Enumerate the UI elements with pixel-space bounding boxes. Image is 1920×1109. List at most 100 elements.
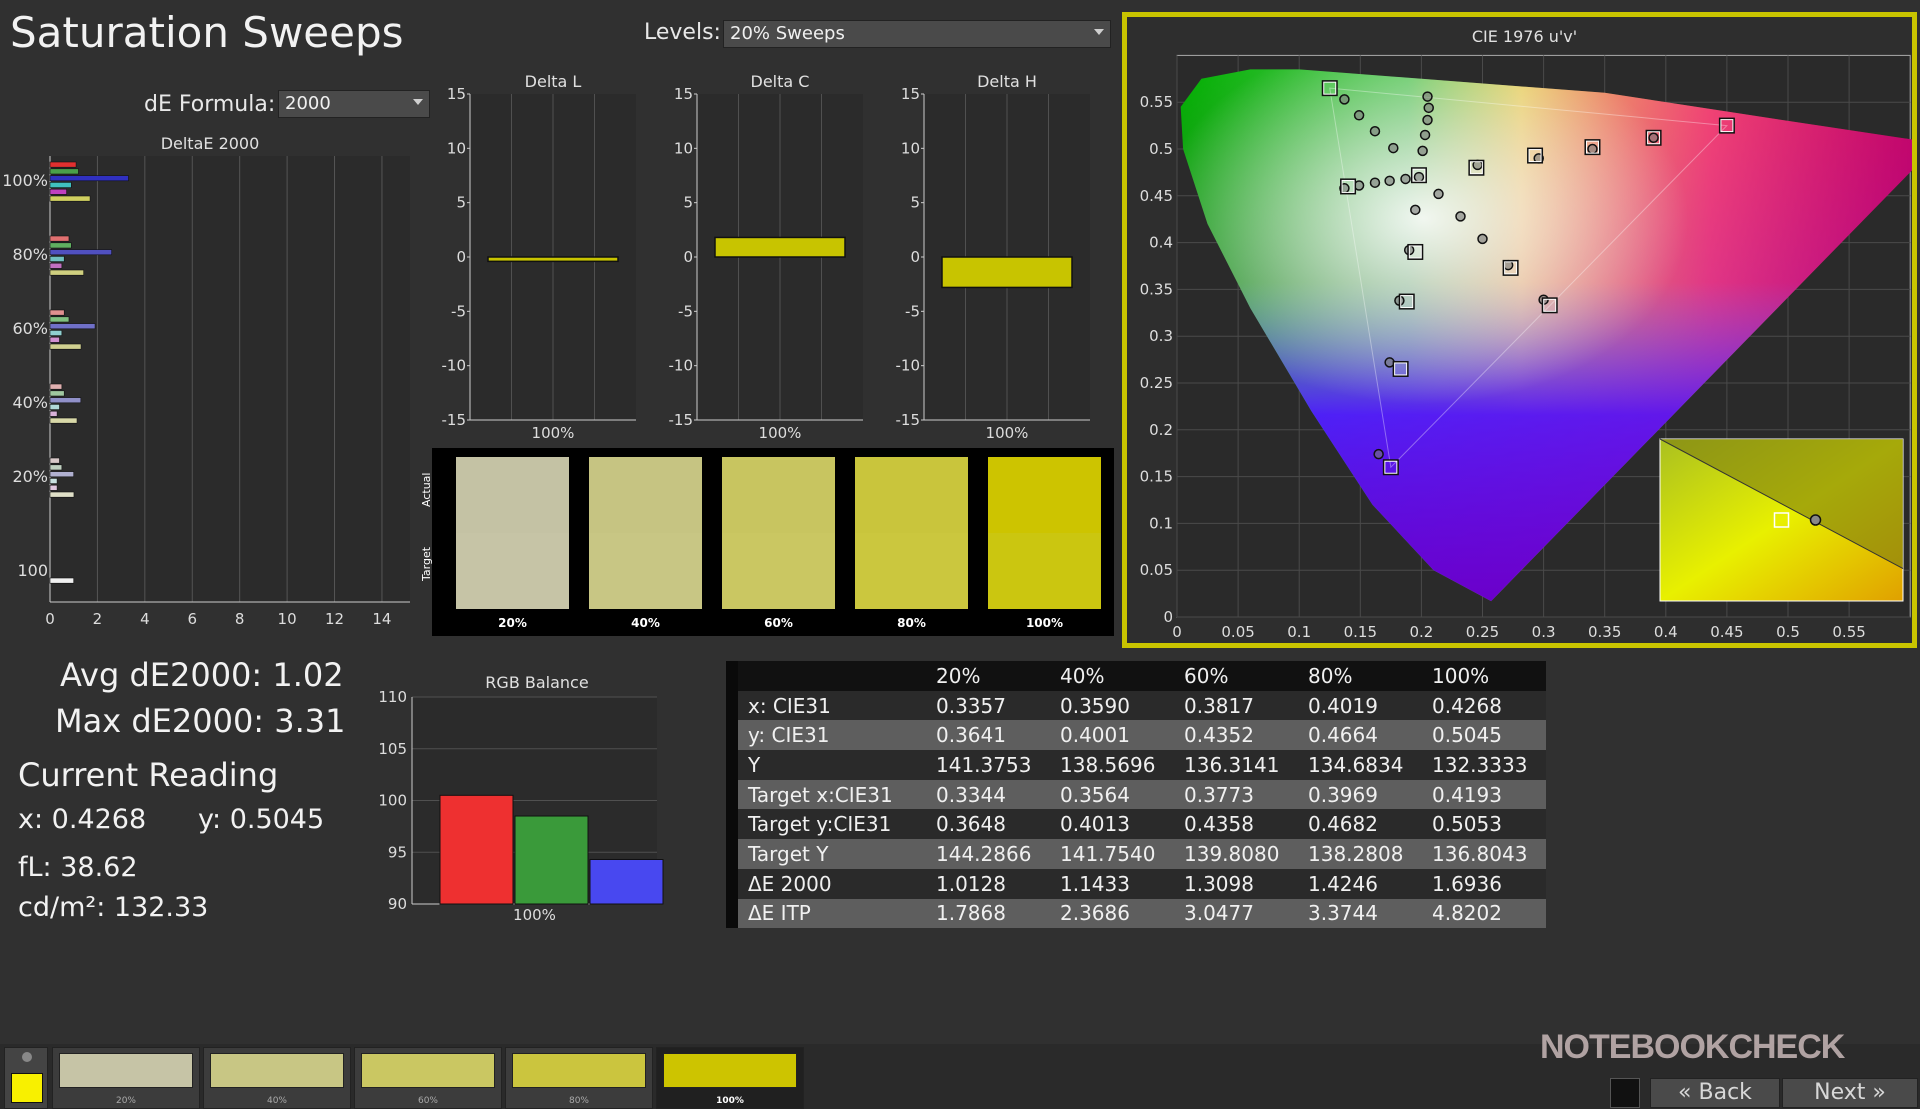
thumbnail-item[interactable]: 100% [656,1047,804,1109]
cie-measured-point [1423,102,1434,114]
delta-ytick-label: -5 [905,302,920,320]
cie-ytick-label: 0.4 [1149,234,1173,252]
thumbnail-item[interactable]: 40% [203,1047,351,1109]
cie-xtick-label: 0.45 [1710,623,1743,641]
deltae-bar [49,175,129,182]
formula-dropdown[interactable]: 2000 [278,90,430,118]
swatch-label: 20% [498,616,527,630]
cie-target-marker-inner [1647,131,1661,145]
cie-target-marker [1382,459,1399,476]
deltae-xtick-label: 6 [187,610,197,628]
next-button[interactable]: Next » [1782,1078,1918,1108]
deltae-bar [49,195,91,202]
cie-measured-point [1422,114,1433,126]
swatch: 80% [855,457,968,630]
deltae-xtick-label: 0 [45,610,55,628]
cie-ytick-label: 0.25 [1140,374,1173,392]
cie-xtick-label: 0.05 [1221,623,1254,641]
cie-inset-gamut-edge [1659,438,1904,570]
cie-target-marker [1407,243,1424,260]
thumbnail-label: 20% [115,1096,136,1106]
cie-measured-point [1417,145,1428,157]
cie-ytick-label: 0.05 [1140,561,1173,579]
cie-target-marker [1502,259,1519,276]
levels-dropdown[interactable]: 20% Sweeps [723,20,1111,48]
thumbnail-label: 100% [716,1096,744,1106]
thumbnail-item[interactable]: 20% [52,1047,200,1109]
deltae-plot-area [50,156,410,602]
swatch-label: 80% [897,616,926,630]
table-row: ΔE 2000 1.0128 1.1433 1.3098 1.4246 1.6936 [726,868,1546,899]
back-button[interactable]: « Back [1650,1078,1780,1108]
stop-icon[interactable] [1610,1078,1640,1108]
cie-xtick-label: 0.1 [1287,623,1311,641]
table-cell: 1.4246 [1298,868,1422,899]
delta-ytick-label: 10 [674,139,693,157]
deltae-bar [49,256,65,262]
deltae-group-label: 80% [12,245,48,264]
table-header-cell: 20% [926,661,1050,691]
swatch-target [456,533,569,609]
delta-ytick-label: 0 [683,248,693,266]
deltae-xtick-label: 8 [235,610,245,628]
deltae-group-label: 100 [17,561,48,580]
table-row: x: CIE31 0.3357 0.3590 0.3817 0.4019 0.4268 [726,690,1546,721]
chevron-down-icon [413,99,423,105]
cie-xtick-label: 0.25 [1466,623,1499,641]
delta-ytick-label: 10 [447,139,466,157]
next-label: Next [1814,1080,1866,1105]
cie-target-marker-inner [1469,161,1483,175]
cie-target-marker [1718,117,1735,134]
cie-measured-point [1648,132,1659,144]
delta-chart-title: Delta L [525,72,582,91]
watermark: NOTEBOOKCHECK [1540,1028,1845,1066]
back-arrow-icon: « [1678,1080,1692,1105]
cie-measured-point [1433,188,1444,200]
cie-gamut-triangle [1329,87,1728,469]
rgb-balance-chart: 110 105 100 95 90 100% [378,688,664,924]
table-row-marker [726,720,738,751]
delta-ytick-label: 15 [674,85,693,103]
cie-target-marker [1321,80,1338,97]
cie-target-marker-inner [1408,245,1422,259]
table-cell: 0.4019 [1298,690,1422,721]
deltae-xtick-label: 4 [140,610,150,628]
current-reading-title: Current Reading [18,756,279,794]
table-row-label: Y [738,750,926,780]
table-cell: 4.8202 [1422,898,1546,929]
rgb-bar [514,815,589,905]
deltae-bar [49,343,82,350]
cie-target-marker-inner [1400,295,1414,309]
table-row: ΔE ITP 1.7868 2.3686 3.0477 3.3744 4.8202 [726,898,1546,929]
deltae-bar [49,484,58,491]
deltae-bar [49,471,75,478]
table-cell: 132.3333 [1422,750,1546,780]
deltae-group-label: 100% [2,171,48,190]
table-cell: 1.6936 [1422,868,1546,899]
cie-measured-point [1384,175,1395,187]
levels-label: Levels: [644,20,721,45]
current-color-tile[interactable] [4,1047,48,1109]
delta-ytick-label: 0 [456,248,466,266]
thumbnail-item[interactable]: 60% [354,1047,502,1109]
cie-xtick-label: 0.2 [1409,623,1433,641]
swatch-actual [589,457,702,533]
table-cell: 141.3753 [926,750,1050,780]
thumbnail-item[interactable]: 80% [505,1047,653,1109]
rgb-category-label: 100% [513,906,556,924]
delta-ytick-label: -5 [678,302,693,320]
thumbnail-swatch [59,1053,193,1088]
swatch: 60% [722,457,835,630]
table-row-label: ΔE 2000 [738,868,926,899]
table-cell: 0.5045 [1422,720,1546,751]
max-de: Max dE2000: 3.31 [55,702,346,740]
rgb-balance-title: RGB Balance [485,673,589,692]
table-cell: 0.5053 [1422,809,1546,840]
cie-ytick-label: 0.2 [1149,421,1173,439]
cie-ytick-label: 0.3 [1149,327,1173,345]
table-cell: 0.3590 [1050,690,1174,721]
swatch-target [855,533,968,609]
table-header-cell: 100% [1422,661,1546,691]
swatch-actual [855,457,968,533]
deltae-chart: 0 2 4 6 8 10 12 14 100% 80% 60% 40% 20% 100 [2,156,410,628]
